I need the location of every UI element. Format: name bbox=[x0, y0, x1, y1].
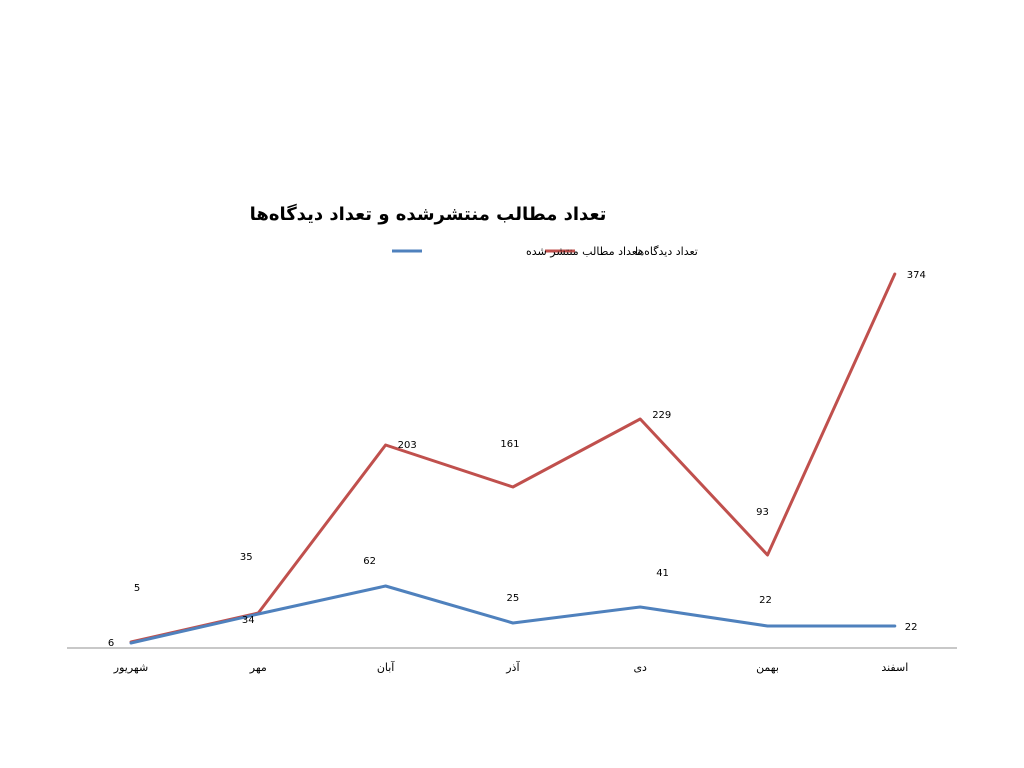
x-tick-label: بهمن bbox=[756, 661, 779, 674]
data-label-comments: 229 bbox=[652, 410, 671, 421]
data-label-posts: 5 bbox=[134, 583, 140, 594]
legend-item-posts: تعداد مطالب منتشر شده bbox=[392, 245, 640, 258]
data-label-comments: 6 bbox=[108, 638, 114, 649]
data-label-posts: 34 bbox=[242, 615, 255, 626]
legend-label-posts: تعداد مطالب منتشر شده bbox=[526, 245, 640, 258]
data-label-comments: 203 bbox=[398, 440, 417, 451]
x-tick-label: دی bbox=[633, 661, 647, 674]
data-label-posts: 41 bbox=[656, 568, 669, 579]
chart-title: تعداد مطالب منتشرشده و تعداد دیدگاه‌ها bbox=[250, 203, 607, 225]
x-tick-label: مهر bbox=[249, 661, 267, 674]
data-label-posts: 25 bbox=[507, 593, 520, 604]
data-label-comments: 374 bbox=[907, 270, 926, 281]
legend-item-comments: تعداد دیدگاه‌ها bbox=[545, 245, 698, 258]
series-line-posts bbox=[129, 584, 897, 645]
x-axis-ticks: شهریور مهر آبان آذر دی بهمن اسفند bbox=[113, 660, 908, 674]
x-tick-label: شهریور bbox=[113, 661, 148, 674]
data-label-posts: 22 bbox=[759, 595, 772, 606]
series-lines bbox=[129, 272, 897, 645]
x-tick-label: آبان bbox=[377, 660, 395, 674]
data-label-comments: 35 bbox=[240, 552, 253, 563]
series-line-comments bbox=[129, 272, 897, 644]
x-tick-label: آذر bbox=[505, 660, 520, 674]
data-label-posts: 62 bbox=[363, 556, 376, 567]
data-labels: 5 34 62 25 41 22 22 6 35 203 161 229 93 374 bbox=[108, 270, 926, 649]
legend-label-comments: تعداد دیدگاه‌ها bbox=[635, 245, 698, 258]
data-label-posts: 22 bbox=[905, 622, 918, 633]
x-tick-label: اسفند bbox=[881, 661, 908, 674]
data-label-comments: 93 bbox=[756, 507, 769, 518]
data-label-comments: 161 bbox=[500, 439, 519, 450]
legend: تعداد دیدگاه‌ها تعداد مطالب منتشر شده bbox=[392, 245, 698, 258]
